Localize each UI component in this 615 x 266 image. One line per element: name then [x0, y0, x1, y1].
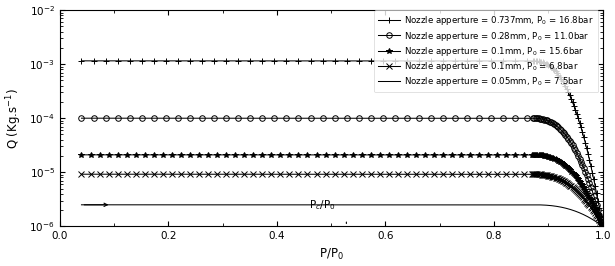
Nozzle apperture = 0.737mm, P$_0$ = 16.8bar [450, 59, 458, 63]
Nozzle apperture = 0.05mm, P$_0$ = 7.5bar [592, 220, 600, 223]
Legend: Nozzle apperture = 0.737mm, P$_0$ = 16.8bar, Nozzle apperture = 0.28mm, P$_0$ = : Nozzle apperture = 0.737mm, P$_0$ = 16.8… [374, 10, 598, 92]
Y-axis label: Q (Kg.s$^{-1}$): Q (Kg.s$^{-1}$) [4, 88, 24, 149]
Nozzle apperture = 0.1mm, P$_0$ = 6.8bar [599, 225, 606, 228]
X-axis label: P/P$_0$: P/P$_0$ [319, 247, 344, 262]
Line: Nozzle apperture = 0.1mm, P$_0$ = 6.8bar: Nozzle apperture = 0.1mm, P$_0$ = 6.8bar [79, 171, 605, 229]
Nozzle apperture = 0.28mm, P$_0$ = 11.0bar [197, 117, 204, 120]
Nozzle apperture = 0.1mm, P$_0$ = 15.6bar [599, 225, 606, 228]
Text: P$_c$/P$_0$: P$_c$/P$_0$ [309, 198, 336, 212]
Nozzle apperture = 0.28mm, P$_0$ = 11.0bar [599, 225, 606, 228]
Nozzle apperture = 0.737mm, P$_0$ = 16.8bar [542, 62, 549, 65]
Nozzle apperture = 0.28mm, P$_0$ = 11.0bar [592, 201, 600, 204]
Nozzle apperture = 0.05mm, P$_0$ = 7.5bar [197, 203, 204, 206]
Line: Nozzle apperture = 0.1mm, P$_0$ = 15.6bar: Nozzle apperture = 0.1mm, P$_0$ = 15.6ba… [79, 152, 605, 229]
Nozzle apperture = 0.1mm, P$_0$ = 6.8bar [77, 173, 85, 176]
Nozzle apperture = 0.05mm, P$_0$ = 7.5bar [574, 210, 581, 214]
Nozzle apperture = 0.1mm, P$_0$ = 6.8bar [450, 173, 458, 176]
Nozzle apperture = 0.1mm, P$_0$ = 15.6bar [450, 153, 458, 156]
Nozzle apperture = 0.1mm, P$_0$ = 15.6bar [197, 153, 204, 156]
Nozzle apperture = 0.1mm, P$_0$ = 15.6bar [574, 177, 581, 180]
Nozzle apperture = 0.05mm, P$_0$ = 7.5bar [599, 225, 606, 228]
Nozzle apperture = 0.05mm, P$_0$ = 7.5bar [450, 203, 458, 206]
Nozzle apperture = 0.1mm, P$_0$ = 15.6bar [592, 209, 600, 212]
Nozzle apperture = 0.1mm, P$_0$ = 6.8bar [574, 190, 581, 193]
Nozzle apperture = 0.1mm, P$_0$ = 6.8bar [592, 213, 600, 216]
Nozzle apperture = 0.05mm, P$_0$ = 7.5bar [153, 203, 161, 206]
Line: Nozzle apperture = 0.05mm, P$_0$ = 7.5bar: Nozzle apperture = 0.05mm, P$_0$ = 7.5ba… [81, 205, 603, 226]
Nozzle apperture = 0.737mm, P$_0$ = 16.8bar [574, 114, 581, 118]
Nozzle apperture = 0.1mm, P$_0$ = 15.6bar [77, 153, 85, 156]
Nozzle apperture = 0.28mm, P$_0$ = 11.0bar [77, 117, 85, 120]
Nozzle apperture = 0.737mm, P$_0$ = 16.8bar [153, 59, 161, 63]
Nozzle apperture = 0.28mm, P$_0$ = 11.0bar [542, 118, 549, 122]
Nozzle apperture = 0.737mm, P$_0$ = 16.8bar [592, 188, 600, 191]
Nozzle apperture = 0.1mm, P$_0$ = 6.8bar [542, 173, 549, 177]
Nozzle apperture = 0.05mm, P$_0$ = 7.5bar [542, 203, 549, 207]
Nozzle apperture = 0.05mm, P$_0$ = 7.5bar [77, 203, 85, 206]
Nozzle apperture = 0.28mm, P$_0$ = 11.0bar [450, 117, 458, 120]
Nozzle apperture = 0.737mm, P$_0$ = 16.8bar [77, 59, 85, 63]
Line: Nozzle apperture = 0.28mm, P$_0$ = 11.0bar: Nozzle apperture = 0.28mm, P$_0$ = 11.0b… [79, 115, 605, 229]
Nozzle apperture = 0.1mm, P$_0$ = 6.8bar [197, 173, 204, 176]
Nozzle apperture = 0.1mm, P$_0$ = 6.8bar [153, 173, 161, 176]
Line: Nozzle apperture = 0.737mm, P$_0$ = 16.8bar: Nozzle apperture = 0.737mm, P$_0$ = 16.8… [78, 57, 606, 230]
Nozzle apperture = 0.1mm, P$_0$ = 15.6bar [542, 154, 549, 157]
Nozzle apperture = 0.28mm, P$_0$ = 11.0bar [153, 117, 161, 120]
Nozzle apperture = 0.28mm, P$_0$ = 11.0bar [574, 153, 581, 156]
Nozzle apperture = 0.1mm, P$_0$ = 15.6bar [153, 153, 161, 156]
Nozzle apperture = 0.737mm, P$_0$ = 16.8bar [599, 225, 606, 228]
Nozzle apperture = 0.737mm, P$_0$ = 16.8bar [197, 59, 204, 63]
